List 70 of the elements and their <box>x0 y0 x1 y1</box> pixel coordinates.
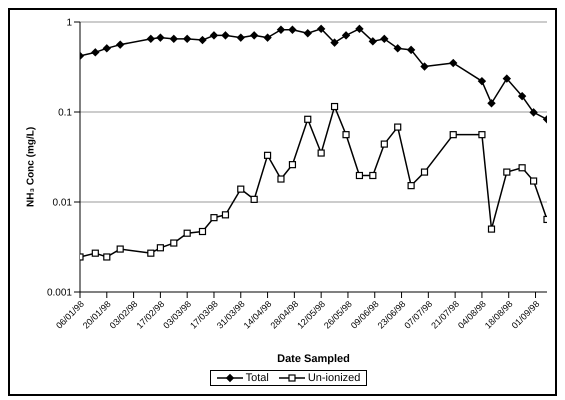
point <box>478 131 486 138</box>
point <box>183 34 192 43</box>
point <box>288 161 296 168</box>
point <box>356 172 364 180</box>
point <box>330 102 338 110</box>
point <box>530 108 538 116</box>
point <box>503 168 510 176</box>
point <box>450 131 457 138</box>
point <box>518 92 526 100</box>
point <box>317 24 326 33</box>
point <box>342 31 350 40</box>
point <box>330 38 339 47</box>
point <box>487 99 496 108</box>
point <box>304 29 312 38</box>
point <box>236 34 245 42</box>
point <box>394 123 402 131</box>
y-axis-title: NH₃ Conc (mg/L) <box>26 126 37 207</box>
point <box>355 24 364 33</box>
y-tick-label: 1 <box>66 18 72 29</box>
point <box>222 211 230 218</box>
x-axis-title: Date Sampled <box>277 353 350 365</box>
point <box>156 244 164 252</box>
point <box>530 177 538 185</box>
point <box>146 34 155 43</box>
point <box>394 44 402 52</box>
legend-label: Total <box>246 372 269 384</box>
point <box>221 31 230 40</box>
point <box>184 230 191 237</box>
point <box>264 34 272 42</box>
point <box>198 228 206 236</box>
point <box>198 36 206 44</box>
point <box>408 182 415 190</box>
point <box>502 74 511 83</box>
y-tick-label: 0.001 <box>46 288 72 299</box>
point <box>380 140 388 148</box>
point <box>250 31 258 40</box>
point <box>210 31 218 40</box>
point <box>518 164 526 172</box>
point <box>103 253 110 261</box>
y-tick-label: 0.1 <box>58 108 72 119</box>
point <box>304 116 312 123</box>
point <box>250 196 258 203</box>
point <box>237 186 244 193</box>
legend-label: Un-ionized <box>308 372 360 384</box>
point <box>116 245 124 253</box>
point <box>318 149 325 157</box>
point <box>368 37 377 46</box>
point <box>407 46 416 54</box>
point <box>170 239 178 247</box>
point <box>91 48 100 56</box>
point <box>147 250 154 257</box>
point <box>342 131 350 138</box>
point <box>277 175 285 183</box>
point <box>102 44 111 52</box>
point <box>478 77 486 86</box>
point <box>92 250 99 257</box>
point <box>116 40 124 49</box>
point <box>276 26 285 34</box>
point <box>420 168 428 176</box>
point <box>210 214 218 222</box>
point <box>488 225 496 233</box>
point <box>170 34 178 43</box>
point <box>156 34 164 42</box>
point <box>288 26 296 34</box>
y-tick-label: 0.01 <box>52 198 72 209</box>
point <box>420 62 429 71</box>
point <box>264 152 272 159</box>
point <box>369 172 376 180</box>
point <box>449 59 458 68</box>
point <box>380 34 388 43</box>
